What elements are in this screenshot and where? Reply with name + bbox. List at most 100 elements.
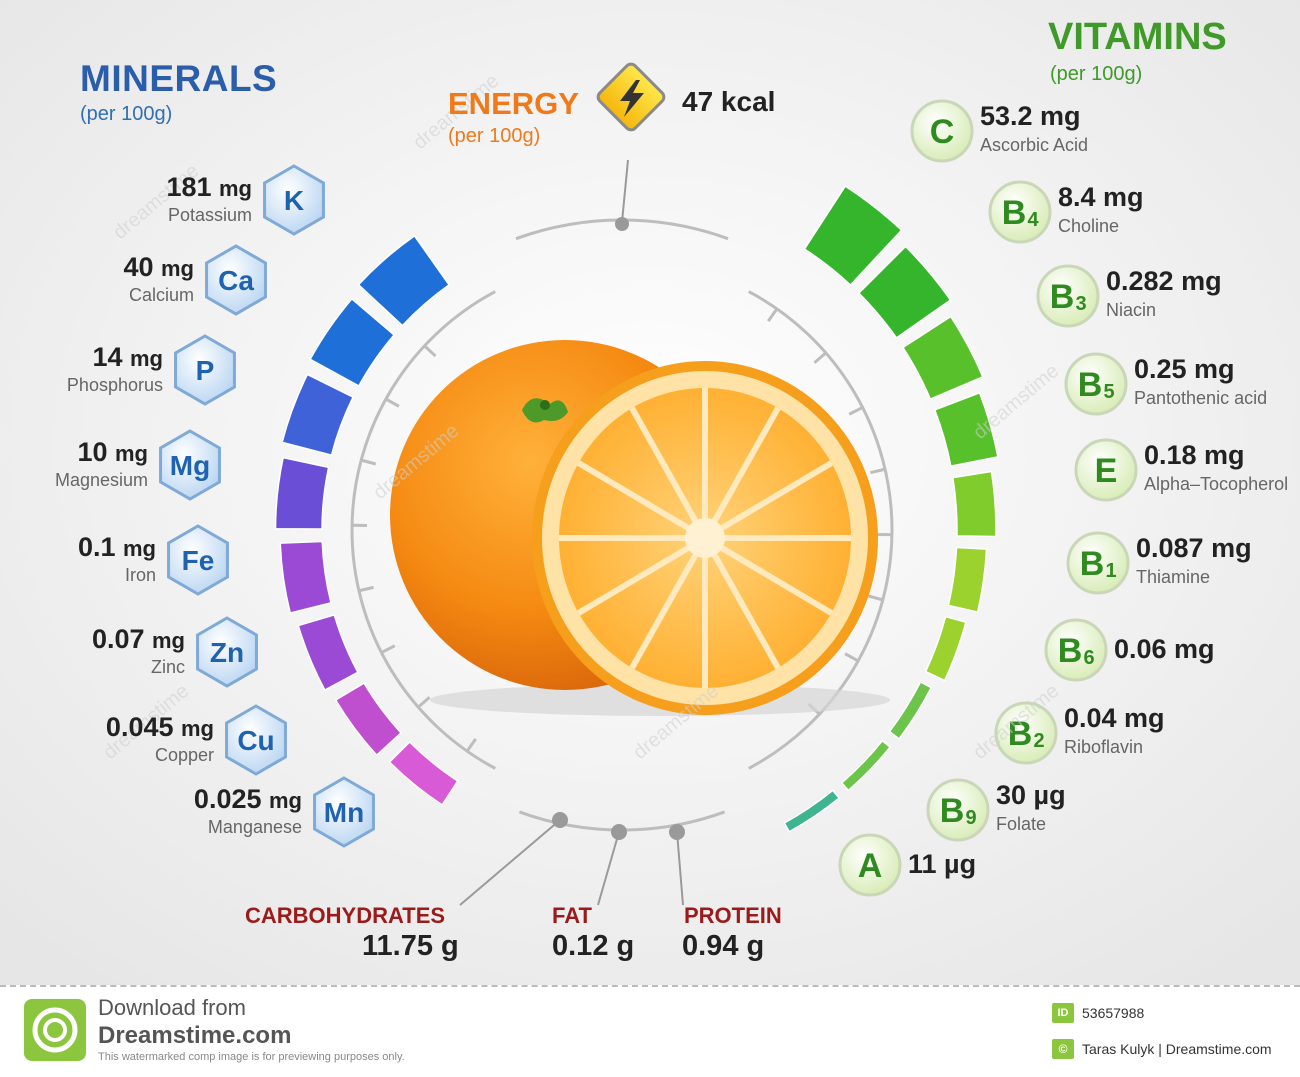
vitamin-value: 11 µg	[908, 849, 976, 880]
vitamin-subscript: 6	[1083, 647, 1094, 669]
energy-title: ENERGY	[448, 86, 579, 122]
vitamin-name: Thiamine	[1136, 567, 1210, 588]
mineral-unit: mg	[219, 176, 252, 201]
mineral-badge-zinc: Zn	[198, 618, 257, 686]
mineral-name: Phosphorus	[67, 375, 163, 396]
fat-label: FAT	[552, 903, 592, 929]
vitamin-letter: B	[1058, 632, 1083, 670]
mineral-unit: mg	[269, 788, 302, 813]
mineral-amount: 0.07	[92, 624, 152, 654]
vitamin-badge-a: A	[840, 835, 900, 895]
mineral-amount: 10	[77, 437, 115, 467]
carbohydrates-value: 11.75 g	[362, 930, 459, 963]
vitamin-name: Choline	[1058, 216, 1119, 237]
vitamins-title: VITAMINS	[1048, 16, 1227, 59]
mineral-amount: 40	[123, 252, 161, 282]
mineral-amount: 0.025	[194, 784, 269, 814]
vitamin-letter: A	[858, 847, 883, 885]
energy-value: 47 kcal	[682, 86, 775, 118]
mineral-value: 0.1 mg	[78, 532, 156, 563]
dreamstime-logo-icon	[22, 997, 88, 1063]
copyright-icon: ©	[1052, 1039, 1074, 1059]
mineral-unit: mg	[152, 628, 185, 653]
mineral-symbol: Cu	[237, 725, 274, 756]
mineral-name: Calcium	[129, 285, 194, 306]
vitamin-badge-c: C	[912, 101, 972, 161]
vitamin-name: Pantothenic acid	[1134, 388, 1267, 409]
vitamin-letter: B	[1002, 194, 1027, 232]
mineral-amount: 0.045	[106, 712, 181, 742]
vitamin-badge-e: E	[1076, 440, 1136, 500]
mineral-name: Manganese	[208, 817, 302, 838]
mineral-unit: mg	[161, 256, 194, 281]
vitamin-value: 0.04 mg	[1064, 703, 1165, 734]
energy-connector-dot	[615, 217, 629, 231]
mineral-bar-iron	[280, 542, 331, 614]
mineral-badge-copper: Cu	[227, 706, 286, 774]
mineral-symbol: Zn	[210, 637, 244, 668]
vitamin-value: 0.25 mg	[1134, 354, 1235, 385]
vitamin-value: 53.2 mg	[980, 101, 1081, 132]
mineral-symbol: Ca	[218, 265, 254, 296]
mineral-badge-magnesium: Mg	[161, 431, 220, 499]
vitamin-letter: E	[1095, 452, 1118, 490]
mineral-name: Copper	[155, 745, 214, 766]
vitamin-subscript: 4	[1027, 209, 1039, 231]
mineral-symbol: P	[196, 355, 215, 386]
vitamin-value: 0.18 mg	[1144, 440, 1245, 471]
site-name-link[interactable]: Dreamstime.com	[98, 1022, 291, 1050]
mineral-symbol: Mg	[170, 450, 210, 481]
footer-bar: Download from Dreamstime.com This waterm…	[0, 985, 1300, 1077]
vitamin-name: Riboflavin	[1064, 737, 1143, 758]
mineral-name: Potassium	[168, 205, 252, 226]
vitamin-letter: B	[940, 792, 965, 830]
vitamin-subscript: 3	[1075, 293, 1086, 315]
mineral-badge-phosphorus: P	[176, 336, 235, 404]
mineral-name: Zinc	[151, 657, 185, 678]
watermark-notice: This watermarked comp image is for previ…	[98, 1051, 405, 1063]
mineral-unit: mg	[130, 346, 163, 371]
mineral-amount: 181	[166, 172, 219, 202]
vitamin-name: Niacin	[1106, 300, 1156, 321]
vitamin-name: Alpha–Tocopherol	[1144, 474, 1288, 495]
mineral-name: Magnesium	[55, 470, 148, 491]
vitamin-value: 0.06 mg	[1114, 634, 1215, 665]
vitamin-value: 8.4 mg	[1058, 182, 1144, 213]
id-badge: ID	[1052, 1003, 1074, 1023]
mineral-amount: 14	[92, 342, 130, 372]
mineral-value: 40 mg	[123, 252, 194, 283]
vitamin-letter: B	[1080, 545, 1105, 583]
mineral-value: 181 mg	[166, 172, 252, 203]
author-credit: Taras Kulyk | Dreamstime.com	[1082, 1041, 1272, 1057]
minerals-subtitle: (per 100g)	[80, 103, 172, 126]
vitamin-name: Ascorbic Acid	[980, 135, 1088, 156]
vitamins-subtitle: (per 100g)	[1050, 63, 1142, 86]
mineral-badge-calcium: Ca	[207, 246, 266, 314]
minerals-title: MINERALS	[80, 58, 277, 100]
image-id: 53657988	[1082, 1005, 1144, 1021]
energy-subtitle: (per 100g)	[448, 125, 540, 148]
mineral-amount: 0.1	[78, 532, 123, 562]
vitamin-letter: B	[1050, 278, 1075, 316]
mineral-symbol: Mn	[324, 797, 364, 828]
vitamin-letter: B	[1078, 366, 1103, 404]
vitamin-bar-e	[953, 471, 996, 536]
mineral-badge-manganese: Mn	[315, 778, 374, 846]
vitamin-subscript: 2	[1033, 730, 1044, 752]
fat-value: 0.12 g	[552, 930, 634, 963]
mineral-value: 10 mg	[77, 437, 148, 468]
vitamin-value: 0.087 mg	[1136, 533, 1252, 564]
protein-value: 0.94 g	[682, 930, 764, 963]
mineral-value: 0.025 mg	[194, 784, 302, 815]
mineral-value: 0.045 mg	[106, 712, 214, 743]
vitamin-subscript: 1	[1105, 560, 1116, 582]
vitamin-subscript: 9	[965, 807, 976, 829]
mineral-symbol: Fe	[182, 545, 215, 576]
